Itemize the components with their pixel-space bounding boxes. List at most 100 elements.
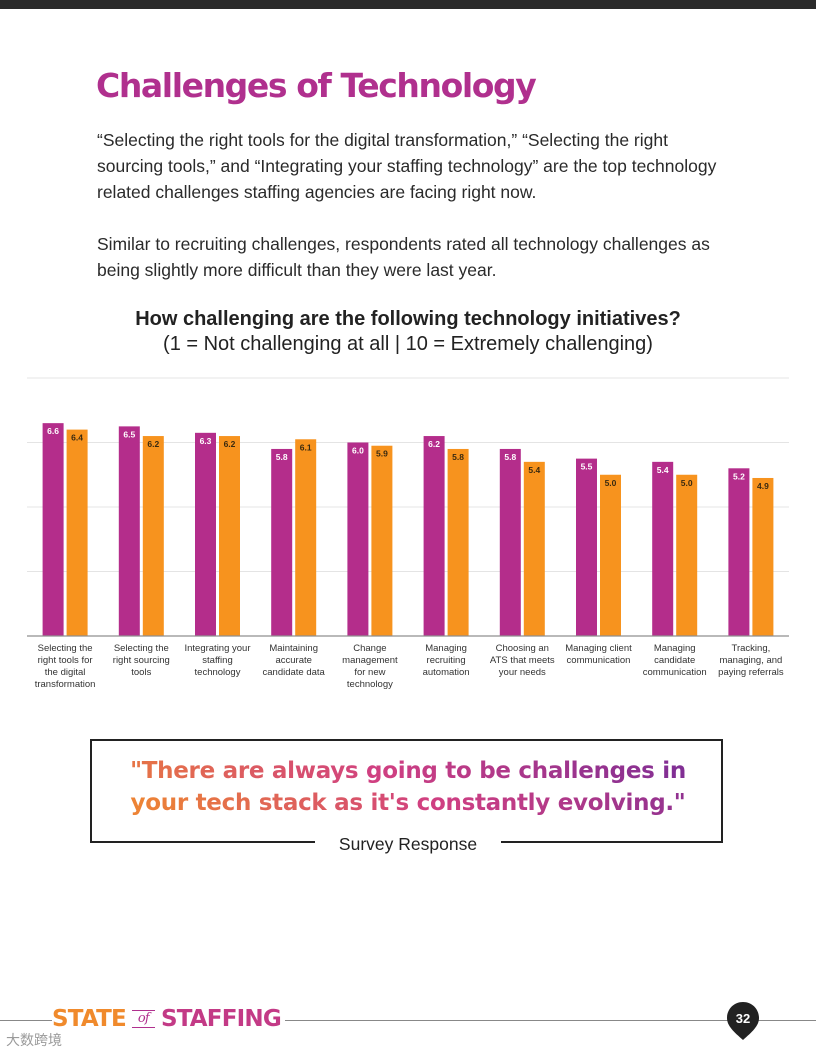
bar-value-label: 6.4 [71, 433, 83, 443]
quote-attribution: Survey Response [0, 834, 816, 855]
category-label-line: staffing [202, 655, 232, 666]
category-label: Managing candidate communication [643, 643, 707, 678]
bar-value-label: 6.2 [224, 439, 236, 449]
page-title: Challenges of Technology [96, 66, 537, 105]
bar-series2 [66, 429, 88, 636]
chart-subtitle: (1 = Not challenging at all | 10 = Extre… [163, 333, 653, 355]
category-label-line: transformation [35, 679, 96, 690]
category-label: Change management for new technology [342, 643, 398, 690]
state-of-staffing-logo: STATE of STAFFING [52, 1006, 285, 1032]
comparison-paragraph: Similar to recruiting challenges, respon… [97, 234, 710, 280]
category-label-line: tools [131, 667, 151, 678]
bar-series1 [728, 468, 750, 636]
bar-series2 [447, 448, 469, 636]
category-label-line: Managing [654, 643, 696, 654]
quote-line-1: "There are always going to be challenges… [130, 758, 686, 784]
bar-series1 [195, 432, 216, 636]
category-label-line: Managing [425, 643, 467, 654]
logo-of-text: of [131, 1010, 155, 1028]
quote-line-2: your tech stack as it's constantly evolv… [130, 790, 686, 816]
bar-value-label: 4.9 [757, 481, 769, 491]
bar-series1 [42, 423, 64, 636]
bar-value-label: 5.4 [528, 465, 540, 475]
bar-value-label: 5.8 [504, 452, 516, 462]
attribution-text: Survey Response [314, 834, 502, 854]
category-label-line: paying referrals [718, 667, 784, 678]
bar-value-label: 5.0 [681, 478, 693, 488]
intro-paragraph: “Selecting the right tools for the digit… [97, 130, 717, 202]
category-label: Selecting the right sourcing tools [113, 643, 170, 678]
category-label-line: Change [353, 643, 386, 654]
bar-value-label: 6.0 [352, 446, 364, 456]
watermark-text: 大数跨境 [6, 1032, 62, 1048]
bar-series1 [118, 426, 140, 636]
bar-value-label: 5.2 [733, 471, 745, 481]
category-label: Managing client communication [565, 643, 632, 666]
bar-value-label: 6.5 [123, 429, 135, 439]
category-label-line: communication [643, 667, 707, 678]
top-bar [0, 0, 816, 9]
category-label-line: recruiting [427, 655, 466, 666]
category-label-line: accurate [275, 655, 311, 666]
bar-series1 [652, 461, 674, 636]
category-label-line: the digital [45, 667, 86, 678]
logo-state-text: STATE [52, 1006, 127, 1032]
category-label-line: Selecting the [114, 643, 169, 654]
bar-value-label: 5.8 [452, 452, 464, 462]
bar-series1 [347, 442, 369, 636]
bar-series2 [371, 445, 393, 636]
category-label-line: your needs [499, 667, 546, 678]
category-label-line: managing, and [719, 655, 782, 666]
bar-series1 [423, 436, 445, 636]
bar-value-label: 6.2 [147, 439, 159, 449]
bar-value-label: 5.4 [657, 465, 669, 475]
bar-series1 [576, 458, 597, 636]
bar-series2 [142, 436, 164, 636]
category-label-line: Choosing an [496, 643, 549, 654]
bar-value-label: 5.0 [605, 478, 617, 488]
footer-divider [0, 1020, 816, 1021]
bar-value-label: 6.6 [47, 426, 59, 436]
bar-value-label: 5.9 [376, 449, 388, 459]
category-label-line: Selecting the [38, 643, 93, 654]
category-label: Maintaining accurate candidate data [263, 643, 326, 678]
bar-series2 [523, 461, 545, 636]
page-number: 32 [735, 1011, 751, 1026]
category-label-line: right tools for [38, 655, 93, 666]
bar-series2 [295, 439, 317, 636]
quote-text: "There are always going to be challenges… [0, 755, 816, 819]
bar-series2 [219, 436, 240, 636]
bar-series2 [752, 477, 774, 636]
category-label: Selecting the right tools for the digital t… [35, 643, 96, 690]
chart-title: How challenging are the following techno… [135, 308, 681, 330]
category-label-line: technology [195, 667, 241, 678]
category-label-line: ATS that meets [490, 655, 555, 666]
category-label-line: right sourcing [113, 655, 170, 666]
page-number-badge [727, 1002, 759, 1040]
bar-value-label: 6.1 [300, 442, 312, 452]
category-label-line: Tracking, [732, 643, 771, 654]
category-label-line: Integrating your [184, 643, 250, 654]
category-label-line: candidate [654, 655, 695, 666]
bar-series1 [499, 448, 521, 636]
bar-value-label: 6.3 [200, 436, 212, 446]
category-label-line: management [342, 655, 398, 666]
category-label-line: communication [567, 655, 631, 666]
bar-value-label: 5.5 [581, 462, 593, 472]
bar-series1 [271, 448, 293, 636]
category-label: Choosing an ATS that meets your needs [490, 643, 555, 678]
bar-series2 [676, 474, 698, 636]
category-label-line: Maintaining [269, 643, 318, 654]
category-label-line: automation [423, 667, 470, 678]
category-label: Integrating your staffing technology [184, 643, 250, 678]
logo-staffing-text: STAFFING [160, 1006, 282, 1032]
category-label-line: Managing client [565, 643, 632, 654]
category-label: Managing recruiting automation [423, 643, 470, 678]
category-label-line: technology [347, 679, 393, 690]
category-label-line: candidate data [263, 667, 326, 678]
category-label: Tracking, managing, and paying referrals [718, 643, 784, 678]
bar-value-label: 5.8 [276, 452, 288, 462]
bar-value-label: 6.2 [428, 439, 440, 449]
category-label-line: for new [354, 667, 385, 678]
